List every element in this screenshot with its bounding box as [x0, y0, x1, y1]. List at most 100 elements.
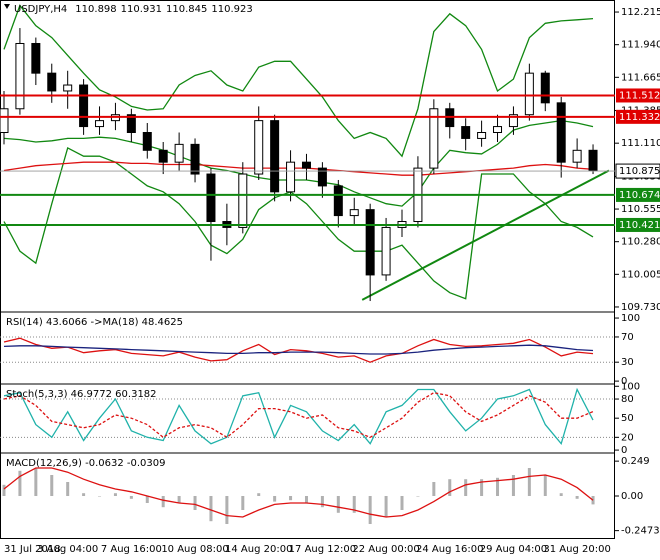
histogram-bar [432, 482, 436, 496]
histogram-bar [241, 496, 245, 510]
x-tick-label: 10 Aug 08:00 [161, 544, 228, 555]
candle-body [15, 42, 25, 110]
panel-title: MACD(12,26,9) -0.0632 -0.0309 [6, 458, 166, 469]
y-tick-label: 110.555 [621, 204, 660, 215]
candle-body [174, 143, 184, 163]
y-tick-label: 100 [621, 381, 640, 392]
candle-body [79, 84, 89, 128]
y-tick-label: 20 [621, 432, 634, 443]
histogram-bar [480, 479, 484, 496]
level-label-box [616, 88, 660, 103]
candle-body [477, 132, 487, 139]
y-tick-label: 0 [621, 376, 627, 387]
indicator-line [3, 161, 594, 176]
y-tick-label: 0.00 [621, 491, 643, 502]
histogram-bar [50, 475, 54, 496]
chart-title: USDJPY,H4 [14, 4, 67, 15]
level-label-box [616, 109, 660, 124]
header-value: 110.931 [121, 4, 162, 15]
candle-body [461, 126, 471, 139]
y-tick-label: 30 [621, 357, 634, 368]
indicator-line [3, 337, 594, 363]
histogram-bar [98, 496, 102, 497]
candle-body [317, 167, 327, 187]
header-value: 110.845 [166, 4, 207, 15]
candle-body [556, 102, 566, 163]
menu-arrow [4, 4, 10, 9]
chart-header: USDJPY,H4 110.898 110.931 110.845 110.923 [14, 4, 253, 15]
candle-body [286, 161, 296, 193]
histogram-bar [559, 493, 563, 496]
histogram-bar [400, 496, 404, 510]
current-price-box [615, 163, 660, 179]
plot-frame [0, 0, 615, 539]
x-tick-label: 14 Aug 20:00 [225, 544, 292, 555]
candle-body [238, 173, 248, 228]
histogram-bar [320, 496, 324, 508]
candle-body [508, 114, 518, 128]
candle-body [429, 108, 439, 169]
level-label: 110.421 [619, 220, 660, 231]
histogram-bar [2, 484, 6, 496]
histogram-bar [352, 496, 356, 513]
histogram-bar [209, 496, 213, 522]
candle-body [158, 149, 168, 163]
histogram-bar [225, 496, 229, 524]
histogram-bar [129, 496, 133, 499]
indicator-line [3, 119, 594, 207]
level-label: 110.674 [619, 190, 660, 201]
histogram-bar [82, 493, 86, 496]
y-tick-label: 50 [621, 413, 634, 424]
x-tick-label: 7 Aug 16:00 [101, 544, 162, 555]
indicator-line [3, 387, 594, 446]
x-tick-label: 3 Aug 04:00 [37, 544, 98, 555]
candle-body [333, 185, 343, 217]
candle-body [572, 149, 582, 163]
header-value: 110.898 [75, 4, 116, 15]
y-tick-label: 112.215 [621, 7, 660, 18]
histogram-bar [336, 496, 340, 513]
header-value: 110.923 [211, 4, 252, 15]
candle-body [142, 132, 152, 151]
x-tick-label: 31 Jul 2018 [4, 544, 61, 555]
candle-body [0, 108, 9, 134]
indicator-line [3, 392, 594, 439]
histogram-bar [177, 496, 181, 503]
candle-body [349, 209, 359, 217]
y-tick-label: 111.665 [621, 72, 660, 83]
x-tick-label: 24 Aug 16:00 [416, 544, 483, 555]
y-tick-label: 111.940 [621, 40, 660, 51]
histogram-bar [416, 496, 420, 497]
level-label-box [616, 217, 660, 232]
candle-body [365, 209, 375, 276]
candle-body [254, 120, 264, 175]
candle-body [493, 126, 503, 134]
candle-body [31, 42, 41, 74]
trendline [361, 169, 610, 301]
histogram-bar [273, 496, 277, 502]
y-tick-label: 111.110 [621, 138, 660, 149]
level-label: 111.512 [619, 90, 660, 101]
candle-body [126, 114, 136, 134]
indicator-line [3, 344, 594, 355]
histogram-bar [511, 475, 515, 496]
y-tick-label: 100 [621, 313, 640, 324]
histogram-bar [591, 496, 595, 505]
histogram-bar [289, 496, 293, 501]
x-tick-label: 29 Aug 04:00 [480, 544, 547, 555]
histogram-bar [384, 496, 388, 517]
candle-body [190, 143, 200, 175]
panel-title: RSI(14) 43.6066 ->MA(18) 48.4625 [6, 317, 183, 328]
candle-body [381, 226, 391, 276]
candle-body [47, 72, 57, 92]
histogram-bar [304, 496, 308, 503]
candle-body [63, 84, 73, 92]
signal-line [3, 467, 594, 518]
y-tick-label: 0.249 [621, 456, 650, 467]
histogram-bar [496, 477, 500, 496]
x-tick-label: 31 Aug 20:00 [543, 544, 610, 555]
y-tick-label: 110.005 [621, 269, 660, 280]
x-tick-label: 22 Aug 00:00 [352, 544, 419, 555]
